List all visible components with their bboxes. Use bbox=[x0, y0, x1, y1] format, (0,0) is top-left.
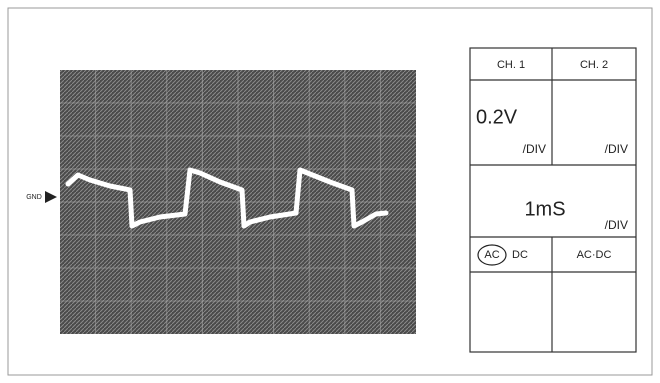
header-ch2: CH. 2 bbox=[580, 59, 608, 71]
ch2-volts-unit: /DIV bbox=[605, 142, 628, 156]
gnd-label: GND bbox=[26, 194, 42, 201]
ch2-coupling: AC·DC bbox=[577, 249, 612, 261]
gnd-marker bbox=[45, 191, 57, 203]
time-div: 1mS bbox=[524, 198, 565, 220]
ch1-ac: AC bbox=[484, 249, 499, 261]
ch1-volts-unit: /DIV bbox=[523, 142, 546, 156]
oscilloscope-figure: GND CH. 1 CH. 2 0.2V /DIV /DIV 1mS /DIV … bbox=[0, 0, 660, 383]
ch1-dc: DC bbox=[512, 249, 528, 261]
ch1-volts: 0.2V bbox=[476, 106, 518, 128]
page: {"gnd_label": "GND", "table": { "headers… bbox=[0, 0, 660, 383]
settings-table: CH. 1 CH. 2 0.2V /DIV /DIV 1mS /DIV AC D… bbox=[470, 48, 636, 352]
header-ch1: CH. 1 bbox=[497, 59, 525, 71]
time-div-unit: /DIV bbox=[605, 218, 628, 232]
